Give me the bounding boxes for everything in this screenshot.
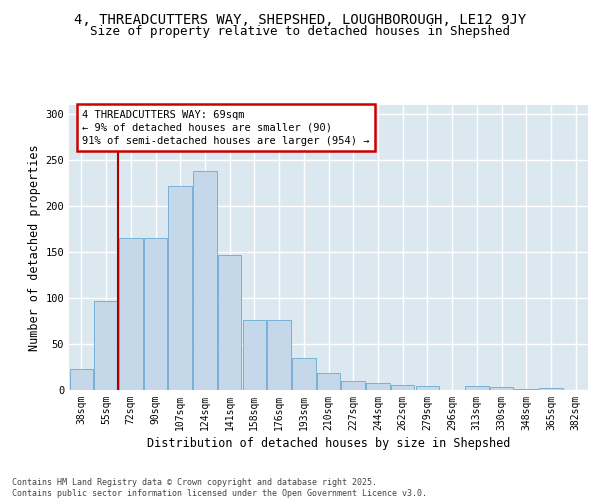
Y-axis label: Number of detached properties: Number of detached properties [28, 144, 41, 351]
Bar [268, 320, 291, 390]
Bar [218, 255, 241, 390]
Bar [391, 386, 415, 390]
Bar [341, 381, 365, 390]
Text: 4, THREADCUTTERS WAY, SHEPSHED, LOUGHBOROUGH, LE12 9JY: 4, THREADCUTTERS WAY, SHEPSHED, LOUGHBOR… [74, 12, 526, 26]
Bar [242, 320, 266, 390]
Bar [490, 387, 513, 390]
Bar [514, 389, 538, 390]
Bar [366, 382, 389, 390]
Bar [193, 171, 217, 390]
Bar [539, 388, 563, 390]
X-axis label: Distribution of detached houses by size in Shepshed: Distribution of detached houses by size … [147, 437, 510, 450]
Bar [169, 186, 192, 390]
Bar [119, 238, 143, 390]
Bar [94, 301, 118, 390]
Text: Contains HM Land Registry data © Crown copyright and database right 2025.
Contai: Contains HM Land Registry data © Crown c… [12, 478, 427, 498]
Bar [144, 238, 167, 390]
Bar [70, 369, 93, 390]
Bar [465, 386, 488, 390]
Bar [416, 386, 439, 390]
Text: 4 THREADCUTTERS WAY: 69sqm
← 9% of detached houses are smaller (90)
91% of semi-: 4 THREADCUTTERS WAY: 69sqm ← 9% of detac… [82, 110, 370, 146]
Bar [292, 358, 316, 390]
Text: Size of property relative to detached houses in Shepshed: Size of property relative to detached ho… [90, 25, 510, 38]
Bar [317, 372, 340, 390]
